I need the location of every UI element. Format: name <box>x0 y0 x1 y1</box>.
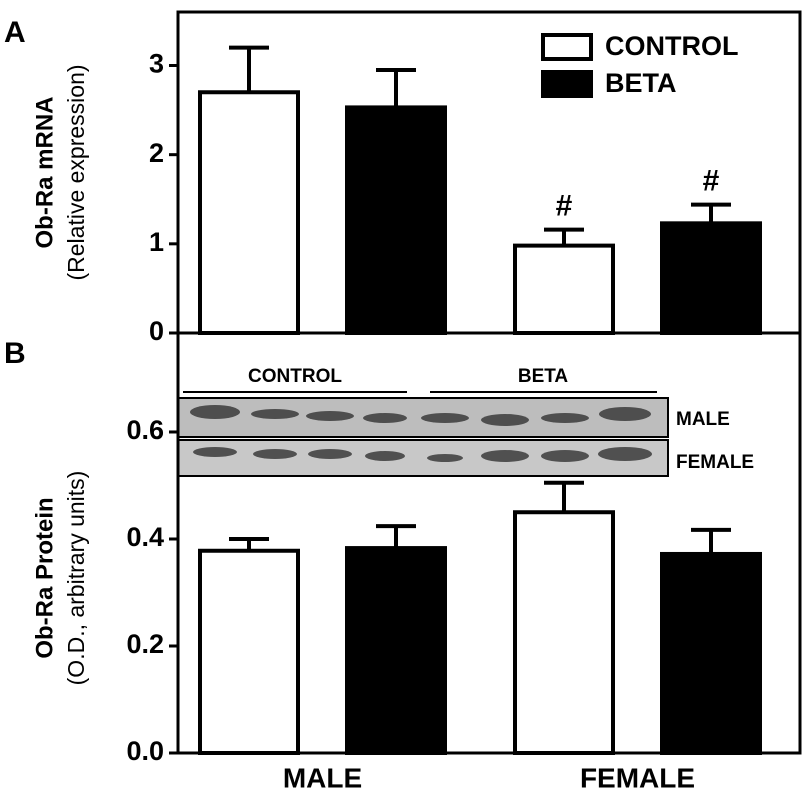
blot-image <box>177 391 669 477</box>
bar <box>345 546 447 756</box>
bar <box>198 90 300 335</box>
plot-frame <box>176 331 802 755</box>
x-tick-label: FEMALE <box>580 762 695 793</box>
legend-label: CONTROL <box>605 31 738 61</box>
y-axis-label: Ob-Ra mRNA <box>31 96 58 248</box>
legend-swatch <box>541 70 593 98</box>
blot-row-label: FEMALE <box>676 452 754 473</box>
bar <box>513 510 615 755</box>
y-tick-label: 1 <box>149 227 164 257</box>
y-tick-label: 0 <box>149 316 164 346</box>
bar <box>660 221 762 335</box>
significance-label: # <box>703 165 720 198</box>
y-tick-label: 0.0 <box>126 736 164 766</box>
bar <box>513 243 615 335</box>
y-axis-label: (Relative expression) <box>63 64 89 280</box>
blot-female <box>177 439 669 477</box>
y-axis-label: (O.D., arbitrary units) <box>63 471 89 686</box>
y-tick-label: 0.6 <box>126 415 164 445</box>
significance-label: # <box>556 189 573 222</box>
y-axis-label: Ob-Ra Protein <box>31 497 58 658</box>
y-tick-label: 2 <box>149 138 164 168</box>
bar <box>660 551 762 755</box>
blot-lane-label: BETA <box>518 366 569 387</box>
y-tick-label: 0.4 <box>126 522 164 552</box>
panel-label: B <box>4 337 26 370</box>
x-tick-label: MALE <box>283 762 362 793</box>
blot-row-label: MALE <box>676 409 730 430</box>
panel-label: A <box>4 16 26 49</box>
y-tick-label: 0.2 <box>126 629 164 659</box>
blot-bands <box>190 405 652 462</box>
bar <box>198 548 300 755</box>
blot-lane-label: CONTROL <box>248 366 342 387</box>
y-tick-label: 3 <box>149 49 164 79</box>
legend-swatch <box>541 33 593 61</box>
legend-label: BETA <box>605 68 677 98</box>
bar <box>345 105 447 335</box>
